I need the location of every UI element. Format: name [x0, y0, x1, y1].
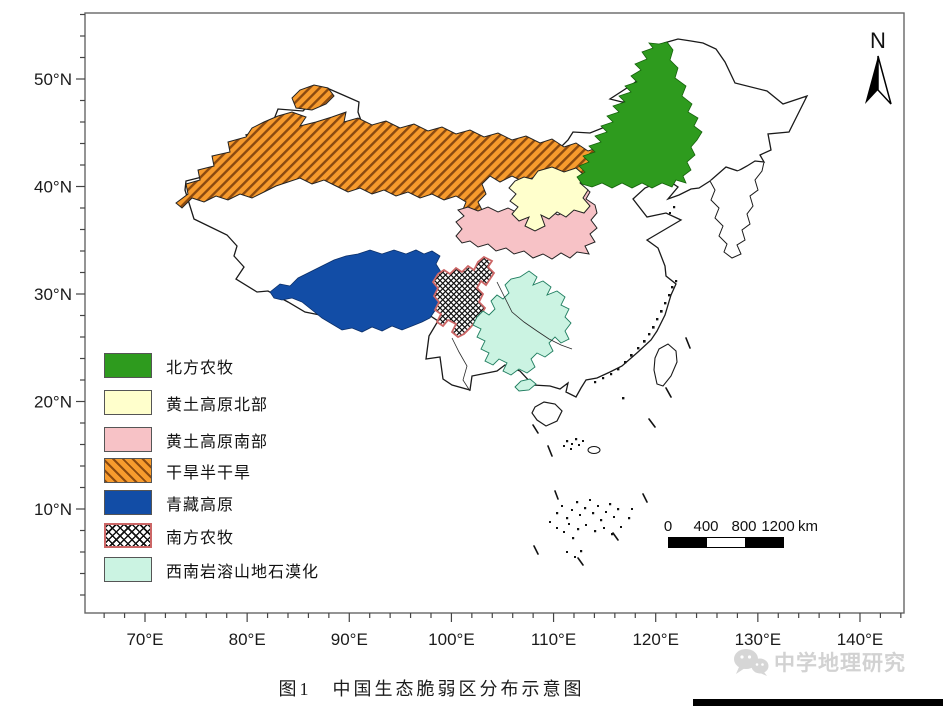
- bottom-black-strip: [693, 699, 943, 706]
- north-arrow: N: [865, 28, 892, 105]
- legend-item: 干旱半干旱: [104, 458, 251, 483]
- scale-seg-black: [745, 538, 783, 547]
- legend-item: 西南岩溶山地石漠化: [104, 557, 319, 582]
- region-arid-altai-patch: [291, 84, 335, 111]
- region-sw-karst: [472, 270, 572, 376]
- scale-label-0: 0: [663, 518, 673, 535]
- legend-label: 青藏高原: [166, 496, 235, 514]
- axis-tick-label: 30°N: [34, 285, 72, 304]
- watermark: 中学地理研究: [733, 647, 906, 677]
- axis-tick-label: 70°E: [126, 630, 163, 649]
- sea-island-dots: [549, 397, 633, 558]
- scale-label-400: 400: [693, 518, 719, 535]
- legend-swatch-south-farming: [104, 523, 152, 548]
- scale-unit: km: [798, 518, 818, 535]
- axis-tick-label: 40°N: [34, 178, 72, 197]
- north-arrow-right-half: [877, 55, 892, 105]
- scale-label-800: 800: [731, 518, 757, 535]
- region-north-farming-pastoral: [576, 41, 703, 189]
- axis-tick-label: 100°E: [428, 630, 475, 649]
- legend-item: 黄土高原南部: [104, 427, 268, 452]
- watermark-text: 中学地理研究: [774, 651, 906, 675]
- legend-item: 北方农牧: [104, 353, 234, 378]
- scale-bar: 0 400 800 1200 km: [662, 518, 842, 552]
- axis-tick-label: 50°N: [34, 70, 72, 89]
- legend-swatch-karst: [104, 557, 152, 582]
- legend-label: 北方农牧: [166, 359, 235, 377]
- north-arrow-left-half: [865, 56, 878, 104]
- wechat-icon: [734, 649, 769, 676]
- legend-label: 黄土高原南部: [166, 433, 269, 451]
- internal-boundary-lines: [451, 281, 573, 392]
- scale-seg-black: [669, 538, 707, 547]
- korea-outline: [709, 161, 765, 259]
- taiwan-island: [653, 343, 678, 387]
- map-frame: [84, 12, 905, 614]
- axis-tick-labels: 70°E 80°E 90°E 100°E 110°E 120°E 130°E 140°E 50°…: [34, 70, 883, 649]
- legend-swatch-loess-north: [104, 390, 152, 415]
- region-sw-karst-small: [514, 378, 537, 392]
- north-arrow-label: N: [870, 28, 886, 53]
- legend-swatch-loess-south: [104, 427, 152, 452]
- axis-tick-label: 130°E: [735, 630, 782, 649]
- axis-tick-label: 140°E: [837, 630, 884, 649]
- scale-seg-white: [707, 538, 745, 547]
- legend-label: 南方农牧: [166, 529, 235, 547]
- axis-tick-label: 80°E: [229, 630, 266, 649]
- legend-swatch-north-farming: [104, 353, 152, 378]
- axis-tick-label: 120°E: [632, 630, 679, 649]
- nine-dash-line: [532, 337, 691, 566]
- legend-swatch-arid: [104, 458, 152, 483]
- scale-bar-graphic: [668, 537, 784, 548]
- axis-tick-label: 10°N: [34, 500, 72, 519]
- legend-label: 干旱半干旱: [166, 464, 252, 482]
- legend-item: 青藏高原: [104, 490, 234, 515]
- axis-ticks: [76, 13, 902, 622]
- scale-label-1200: 1200: [761, 518, 795, 535]
- legend-swatch-tibet: [104, 490, 152, 515]
- axis-tick-label: 90°E: [331, 630, 368, 649]
- axis-tick-label: 20°N: [34, 393, 72, 412]
- axis-tick-label: 110°E: [531, 630, 576, 649]
- hainan-island: [531, 401, 563, 427]
- legend-label: 黄土高原北部: [166, 396, 269, 414]
- atoll-outline: [587, 446, 601, 454]
- legend-item: 南方农牧: [104, 523, 234, 548]
- legend-item: 黄土高原北部: [104, 390, 268, 415]
- legend-label: 西南岩溶山地石漠化: [166, 563, 320, 581]
- figure-caption: 图1 中国生态脆弱区分布示意图: [278, 679, 585, 699]
